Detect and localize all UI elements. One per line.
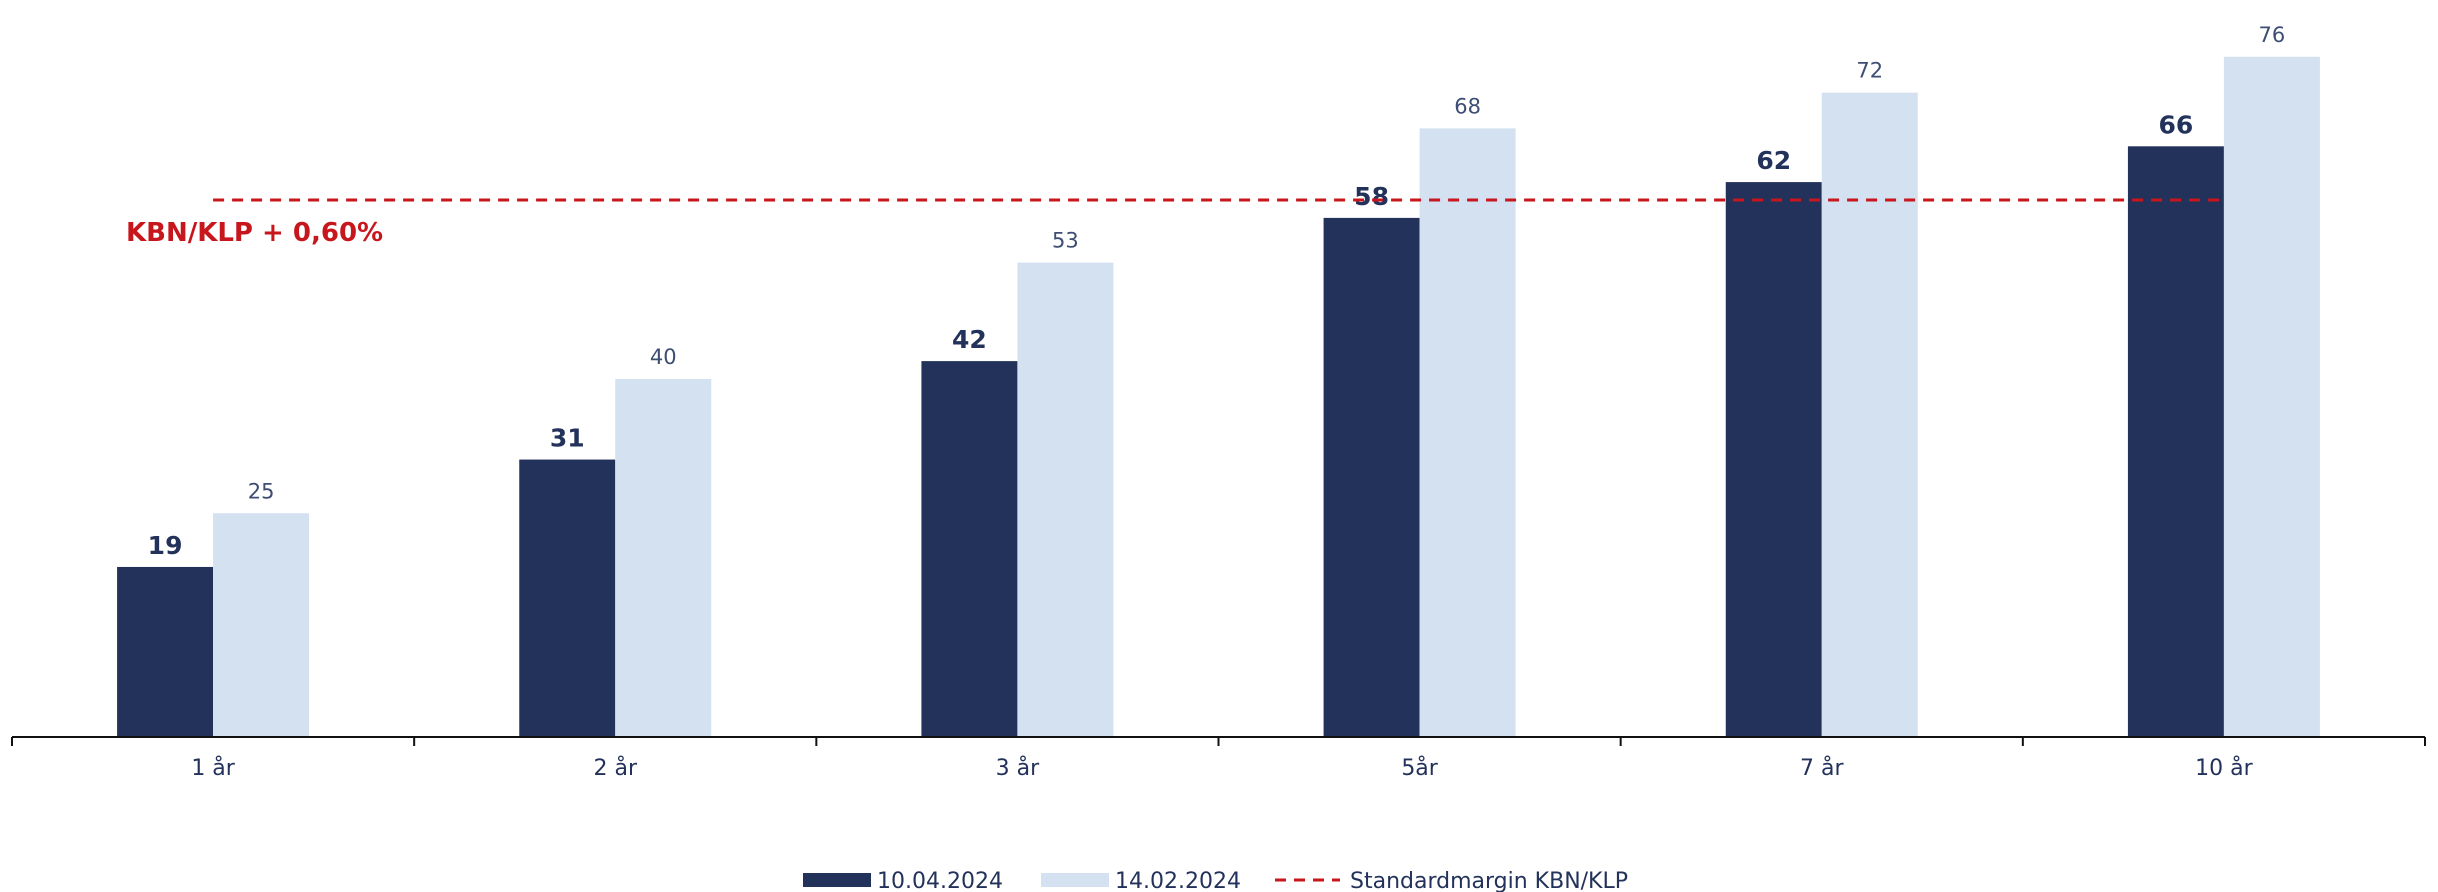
data-labels-layer: 19 25 31 40 42 53 58 68 62 72 66 76: [148, 23, 2286, 560]
bar: [2127, 146, 2224, 738]
x-tick-label: 7 år: [1800, 755, 1844, 781]
bar: [1323, 217, 1420, 737]
data-label: 68: [1454, 94, 1481, 118]
x-tick-label: 1 år: [191, 755, 235, 781]
legend-label: 10.04.2024: [877, 869, 1003, 892]
x-tick-label: 10 år: [2195, 755, 2253, 781]
data-label: 42: [952, 325, 987, 354]
legend-swatch: [803, 873, 871, 887]
data-label: 25: [248, 479, 275, 503]
legend: 10.04.2024 14.02.2024 Standardmargin KBN/K…: [803, 869, 1628, 892]
x-tick-label: 3 år: [996, 755, 1040, 781]
bar: [117, 566, 214, 737]
data-label: 31: [550, 424, 585, 453]
data-label: 62: [1756, 146, 1791, 175]
data-label: 76: [2259, 23, 2286, 47]
bar: [921, 361, 1018, 737]
data-label: 66: [2159, 110, 2194, 139]
legend-label: 14.02.2024: [1115, 869, 1241, 892]
bar: [519, 459, 616, 737]
reference-line-layer: KBN/KLP + 0,60%: [126, 198, 2224, 248]
data-label: 19: [148, 531, 183, 560]
bar: [615, 379, 712, 737]
bar: [1821, 92, 1918, 738]
x-axis: 1 år 2 år 3 år 5år 7 år 10 år: [11, 736, 2426, 781]
bar: [213, 513, 310, 737]
data-label: 72: [1856, 59, 1883, 83]
data-label: 53: [1052, 229, 1079, 253]
x-tick-label: 2 år: [593, 755, 637, 781]
bar: [2223, 56, 2320, 738]
bar: [1017, 262, 1114, 737]
legend-swatch: [1041, 873, 1109, 887]
bar: [1725, 182, 1822, 738]
bar: [1419, 128, 1516, 737]
x-tick-label: 5år: [1401, 755, 1438, 781]
legend-label: Standardmargin KBN/KLP: [1350, 869, 1628, 892]
reference-line-label: KBN/KLP + 0,60%: [126, 218, 383, 248]
data-label: 58: [1354, 182, 1389, 211]
bars-layer: [117, 56, 2320, 738]
data-label: 40: [650, 345, 677, 369]
